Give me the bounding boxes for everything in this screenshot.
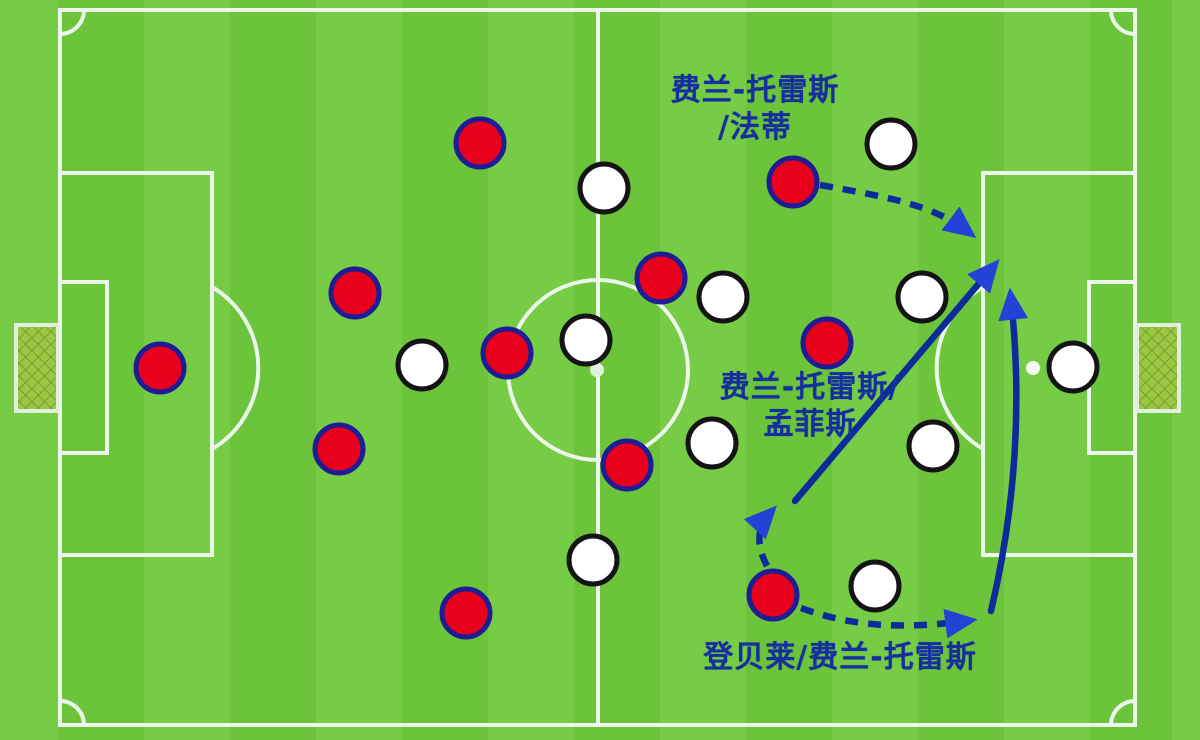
red-player-marker	[800, 316, 854, 370]
run-diagonal-into-box	[791, 259, 1000, 505]
right-goal-net	[1135, 323, 1181, 413]
white-player-marker	[685, 416, 739, 470]
red-player-marker	[328, 266, 382, 320]
pitch-markings	[14, 8, 1181, 727]
white-player-marker	[895, 270, 949, 324]
left-goal-net	[14, 323, 60, 413]
movement-arrows	[743, 181, 1029, 639]
white-player-marker	[906, 419, 960, 473]
white-player-marker	[559, 313, 613, 367]
white-player-marker	[848, 559, 902, 613]
white-player-marker	[696, 270, 750, 324]
red-player-marker	[133, 341, 187, 395]
run-wide-up-into-box	[987, 287, 1029, 615]
annotation-line: /法蒂	[718, 110, 792, 145]
red-player-marker	[766, 155, 820, 209]
white-player-marker	[395, 338, 449, 392]
annotation-line: 孟菲斯	[763, 407, 857, 442]
run-dembele-short-up	[743, 505, 777, 568]
left-goal-area	[58, 280, 109, 455]
red-player-marker	[453, 116, 507, 170]
red-player-marker	[312, 422, 366, 476]
annotation-dembele-ferran: 登贝莱/费兰-托雷斯	[703, 639, 976, 676]
white-player-marker	[566, 533, 620, 587]
red-player-marker	[439, 586, 493, 640]
corner-arc-bottom-left	[59, 699, 86, 726]
red-player-marker	[600, 438, 654, 492]
corner-arc-top-right	[1109, 9, 1136, 36]
annotation-ferran-memphis: 费兰-托雷斯/ 孟菲斯	[720, 369, 900, 443]
red-player-marker	[634, 251, 688, 305]
annotation-line: 费兰-托雷斯/	[719, 370, 901, 405]
corner-arc-top-left	[59, 9, 86, 36]
white-player-marker	[864, 117, 918, 171]
annotation-line: 费兰-托雷斯	[670, 73, 840, 108]
corner-arc-bottom-right	[1109, 699, 1136, 726]
red-player-marker	[480, 326, 534, 380]
annotation-line: 登贝莱/费兰-托雷斯	[703, 640, 977, 675]
right-penalty-spot	[1026, 361, 1040, 375]
annotation-ferran-fati: 费兰-托雷斯 /法蒂	[671, 72, 839, 146]
center-spot	[590, 363, 604, 377]
pass-dembele-wide	[799, 604, 978, 639]
white-player-marker	[1046, 340, 1100, 394]
players	[133, 116, 1100, 640]
white-player-marker	[577, 161, 631, 215]
red-player-marker	[746, 568, 800, 622]
left-penalty-arc	[210, 285, 261, 451]
run-ferran-fati-to-corner	[819, 181, 977, 239]
